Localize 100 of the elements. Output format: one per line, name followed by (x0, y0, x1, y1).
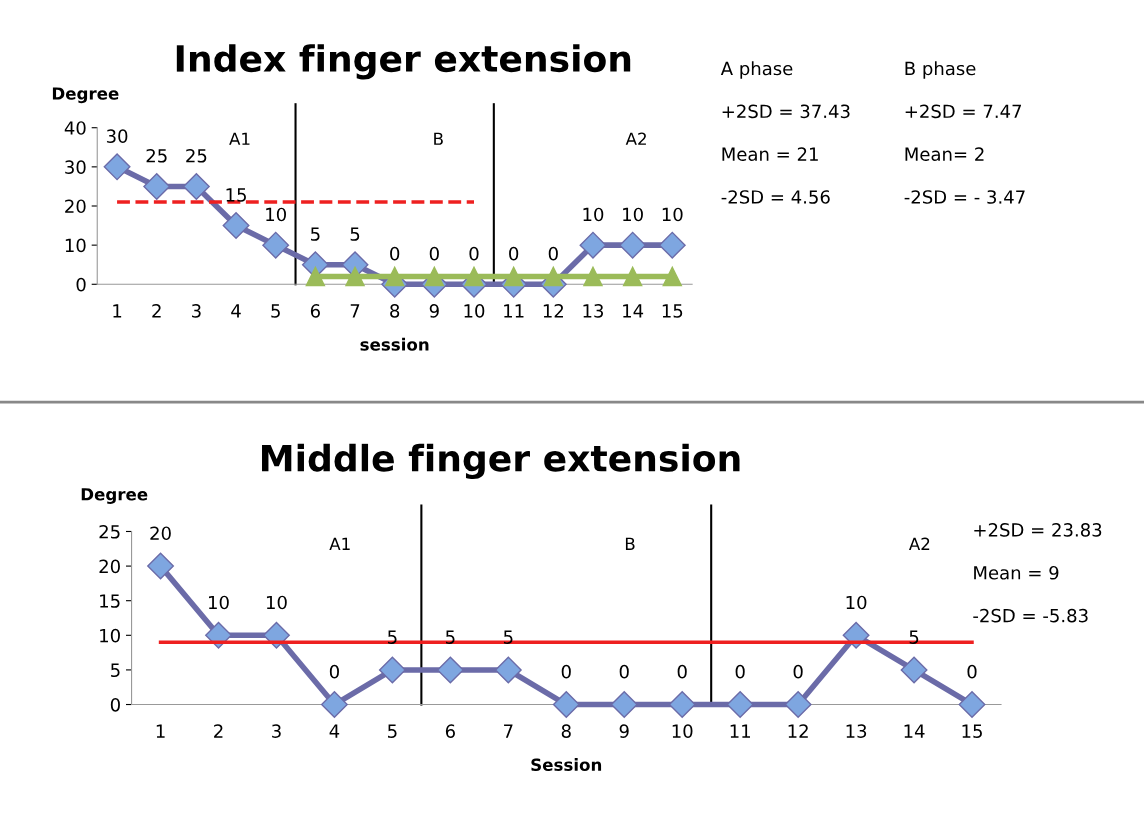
x-tick-label: 15 (962, 724, 982, 738)
x-axis-title: Session (531, 758, 602, 772)
data-label: 0 (735, 664, 745, 679)
data-label: 5 (446, 630, 455, 644)
x-tick-label: 10 (672, 724, 693, 738)
data-label: 10 (209, 595, 229, 610)
point (384, 266, 405, 287)
text: -2SD = - 3.47 (904, 190, 1025, 204)
y-tick-label: 20 (99, 559, 120, 574)
point (464, 266, 484, 287)
x-tick-label: 14 (623, 304, 644, 318)
point (900, 656, 928, 684)
x-tick-label: 3 (192, 304, 201, 318)
x-tick-label: 5 (271, 304, 280, 318)
data-label: 5 (503, 630, 513, 644)
x-tick-label: 11 (730, 724, 750, 738)
point (784, 691, 812, 718)
x-tick-label: 6 (310, 304, 320, 318)
text: +2SD = 7.47 (905, 104, 1022, 119)
annotation: A2 (908, 537, 930, 550)
text: +2SD = 37.43 (722, 104, 850, 119)
x-tick-label: 1 (113, 304, 122, 318)
x-axis-title: session (360, 337, 429, 351)
point (494, 656, 522, 684)
x-tick-label: 1 (156, 724, 165, 738)
y-tick-label: 5 (111, 663, 120, 678)
point (378, 656, 406, 684)
y-tick-label: 25 (99, 524, 120, 539)
chart-title: Middle finger extension (262, 443, 740, 480)
x-tick-label: 12 (788, 724, 808, 738)
data-label: 0 (561, 664, 571, 679)
data-label: 5 (311, 227, 320, 241)
data-label: 10 (662, 207, 683, 222)
annotation: Mean = 9 (974, 565, 1059, 580)
data-label: 10 (623, 207, 643, 222)
point (305, 266, 326, 287)
x-tick-label: 4 (329, 724, 340, 738)
data-label: 0 (390, 246, 400, 261)
text: B phase (905, 61, 976, 79)
x-tick-label: 13 (846, 724, 867, 738)
text: Mean= 2 (905, 147, 984, 161)
x-tick-label: 4 (231, 304, 241, 318)
data-label: 0 (548, 246, 558, 261)
data-label: 0 (429, 246, 439, 261)
data-label: 20 (150, 526, 171, 541)
annotation: +2SD = 23.83 (974, 523, 1102, 537)
x-tick-label: 8 (561, 724, 571, 738)
x-tick-label: 2 (152, 304, 161, 318)
data-label: 0 (967, 664, 977, 679)
point (103, 153, 131, 181)
data-label: 5 (388, 630, 397, 644)
point (424, 266, 445, 287)
data-label: 5 (350, 227, 360, 241)
point (668, 691, 696, 718)
annotation: A1 (229, 132, 250, 145)
y-tick-label: 30 (65, 160, 86, 174)
x-tick-label: 13 (583, 304, 604, 318)
annotation: B (625, 537, 635, 550)
x-tick-label: 12 (543, 304, 563, 318)
x-tick-label: 7 (350, 304, 360, 318)
y-tick-label: 10 (65, 238, 86, 253)
y-axis-title: Degree (52, 87, 119, 104)
text: A phase (720, 61, 793, 79)
data-label: 0 (619, 664, 629, 679)
point (579, 231, 607, 259)
data-label: 10 (846, 595, 867, 610)
point (143, 172, 171, 200)
point (622, 266, 643, 287)
x-tick-label: 9 (619, 724, 629, 738)
y-tick-label: 0 (110, 697, 120, 712)
x-tick-label: 6 (445, 724, 455, 738)
text: Mean = 21 (722, 147, 818, 161)
point (662, 266, 683, 287)
point (436, 656, 464, 684)
annotation: B (434, 132, 443, 145)
point (182, 172, 210, 200)
x-tick-label: 5 (388, 724, 397, 738)
y-tick-label: 15 (100, 594, 120, 608)
data-label: 25 (146, 148, 167, 163)
data-label: 10 (266, 207, 286, 222)
data-label: 10 (583, 207, 604, 222)
annotation: A1 (329, 537, 350, 550)
point (345, 266, 365, 287)
data-label: 15 (226, 188, 246, 202)
x-tick-label: 2 (214, 724, 223, 738)
x-tick-label: 3 (272, 724, 281, 738)
point (503, 266, 524, 287)
point (543, 266, 564, 287)
text: -2SD = 4.56 (721, 190, 830, 204)
point (619, 231, 647, 259)
x-tick-label: 10 (464, 304, 485, 318)
point (958, 691, 986, 718)
point (222, 212, 250, 240)
point (658, 231, 686, 259)
point (583, 266, 603, 287)
x-tick-label: 9 (429, 304, 439, 318)
point (320, 691, 348, 718)
data-label: 25 (186, 148, 207, 163)
y-axis-title: Degree (81, 488, 148, 504)
point (610, 691, 638, 718)
